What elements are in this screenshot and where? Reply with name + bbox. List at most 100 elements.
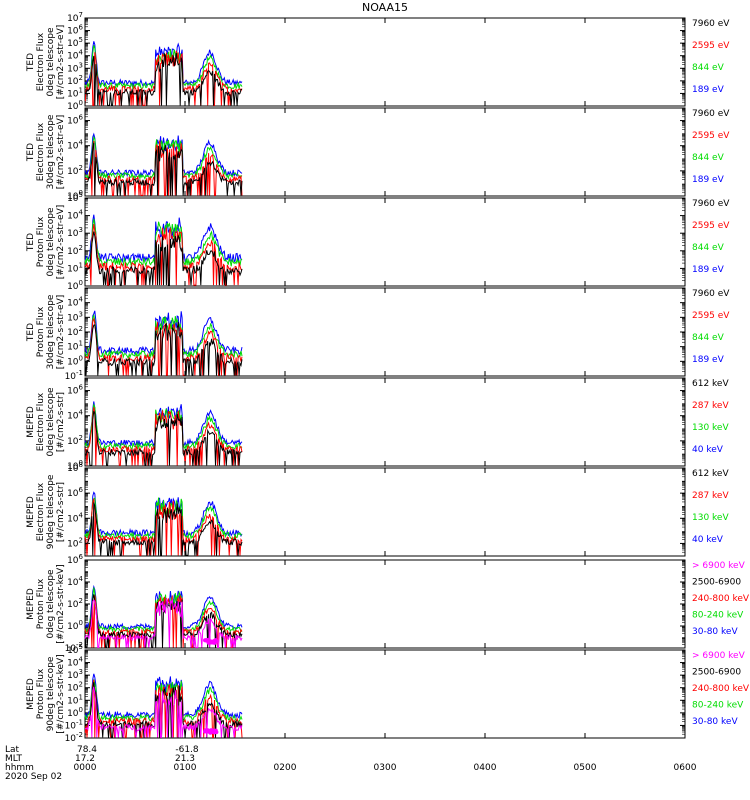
x-row-label: 2020 Sep 02 [5, 772, 62, 782]
series-line [84, 140, 243, 196]
legend-entry: 240-800 keV [692, 594, 750, 604]
y-tick-label: 104 [67, 511, 83, 524]
y-tick-label: 101 [67, 693, 83, 706]
y-axis-label-line: Proton Flux [36, 216, 46, 267]
y-tick-label: 103 [67, 226, 83, 239]
y-tick-label: 102 [67, 597, 83, 610]
legend-entry: 287 keV [692, 491, 729, 501]
y-axis-label-line: Electron Flux [36, 122, 46, 181]
y-axis-label-line: MEPED [26, 588, 36, 620]
x-tick-label: 0300 [374, 763, 397, 773]
legend-entry: 189 eV [692, 85, 725, 95]
legend-entry: 2500-6900 [692, 578, 741, 588]
y-axis-label-line: 30deg telescope [46, 294, 56, 369]
series-line [84, 401, 243, 448]
y-tick-label: 100 [67, 99, 83, 112]
y-tick-label: 104 [67, 209, 83, 222]
y-tick-label: 101 [67, 261, 83, 274]
y-tick-label: 100 [67, 279, 83, 292]
legend-entry: 2595 eV [692, 221, 730, 231]
x-row-label: hhmm [5, 763, 34, 773]
x-tick-label: 0400 [474, 763, 497, 773]
series-line [84, 673, 243, 720]
x-tick-label: 0000 [74, 763, 97, 773]
y-axis-label-line: Proton Flux [36, 306, 46, 357]
y-axis-label-line: 90deg telescope [46, 474, 56, 549]
series-line [84, 679, 243, 723]
legend-entry: 2500-6900 [692, 668, 741, 678]
y-tick-label: 102 [67, 434, 83, 447]
series-line [84, 310, 243, 357]
y-tick-label: 10-1 [65, 718, 83, 731]
y-tick-label: 102 [67, 681, 83, 694]
mlt-value: 21.3 [175, 754, 195, 764]
y-tick-label: 106 [67, 24, 83, 37]
x-tick-label: 0200 [274, 763, 297, 773]
legend-entry: 189 eV [692, 265, 725, 275]
y-tick-label: 101 [67, 86, 83, 99]
y-axis-label-line: 0deg telescope [46, 569, 56, 639]
legend-entry: 7960 eV [692, 199, 730, 209]
lat-value: 78.4 [77, 745, 97, 755]
legend-entry: 7960 eV [692, 109, 730, 119]
y-tick-label: 100 [67, 706, 83, 719]
series-line [84, 497, 243, 541]
y-axis-label-line: MEPED [26, 406, 36, 438]
y-axis-label-line: MEPED [26, 496, 36, 528]
legend-entry: 2595 eV [692, 131, 730, 141]
y-tick-label: 107 [67, 11, 83, 24]
legend-entry: 40 keV [692, 535, 724, 545]
series-line [84, 223, 243, 286]
legend-entry: 7960 eV [692, 289, 730, 299]
legend-entry: 40 keV [692, 445, 724, 455]
y-tick-label: 103 [67, 310, 83, 323]
y-axis-label-line: [#/cm2-s-str-eV] [56, 205, 66, 280]
y-tick-label: 100 [67, 619, 83, 632]
series-line [84, 587, 243, 634]
y-axis-label-line: [#/cm2-s-str] [56, 482, 66, 542]
y-axis-label-line: 30deg telescope [46, 114, 56, 189]
y-axis-label-line: TED [26, 233, 36, 252]
legend-entry: 2595 eV [692, 311, 730, 321]
legend-entry: 612 keV [692, 379, 729, 389]
y-axis-label-line: TED [26, 143, 36, 162]
legend-entry: 2595 eV [692, 41, 730, 51]
y-tick-label: 103 [67, 668, 83, 681]
y-tick-label: 106 [67, 384, 83, 397]
y-tick-label: 100 [67, 354, 83, 367]
x-tick-label: 0100 [174, 763, 197, 773]
series-line [84, 142, 243, 196]
y-axis-label-line: 0deg telescope [46, 387, 56, 457]
x-row-label: Lat [5, 745, 20, 755]
series-line [84, 321, 243, 376]
y-axis-label-line: MEPED [26, 678, 36, 710]
y-axis-label-line: [#/cm2-s-str-eV] [56, 115, 66, 190]
y-tick-label: 102 [67, 325, 83, 338]
legend-entry: 7960 eV [692, 19, 730, 29]
y-axis-label-line: Electron Flux [36, 32, 46, 91]
y-tick-label: 10-2 [65, 731, 83, 744]
x-tick-label: 0600 [674, 763, 697, 773]
series-line [84, 317, 243, 376]
chart-title: NOAA15 [362, 1, 408, 14]
y-axis-label-line: [#/cm2-s-str-eV] [56, 25, 66, 100]
series-point [214, 730, 219, 735]
y-tick-label: 102 [67, 536, 83, 549]
series-line [84, 597, 243, 648]
legend-entry: 130 keV [692, 423, 729, 433]
legend-entry: > 6900 keV [692, 651, 746, 661]
legend-entry: 612 keV [692, 469, 729, 479]
series-line [84, 214, 243, 264]
legend-entry: 80-240 keV [692, 701, 744, 711]
y-axis-label-line: Electron Flux [36, 482, 46, 541]
y-tick-label: 106 [67, 114, 83, 127]
y-axis-label-line: 0deg telescope [46, 207, 56, 277]
series-line [84, 132, 243, 178]
y-tick-label: 106 [67, 553, 83, 566]
series-line [84, 686, 243, 738]
legend-entry: 240-800 keV [692, 684, 750, 694]
